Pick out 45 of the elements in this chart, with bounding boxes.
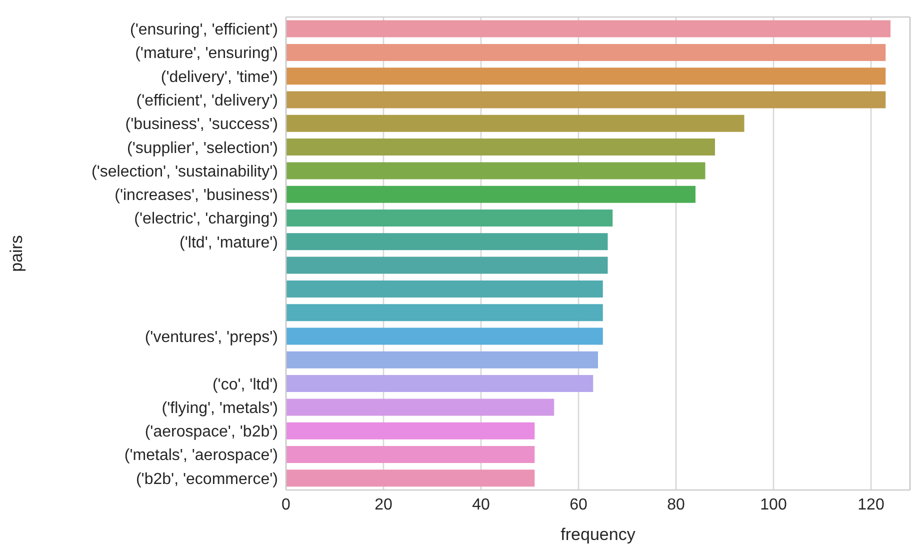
y-tick-label: ('metals', 'aerospace') (124, 447, 278, 464)
y-tick-label: ('ltd', 'mature') (180, 234, 278, 252)
y-tick-label: ('supplier', 'selection') (127, 140, 278, 157)
y-tick-label: ('aerospace', 'b2b') (144, 424, 278, 441)
y-tick-label: ('increases', 'business') (114, 187, 278, 204)
y-tick-label: ('ventures', 'preps') (144, 328, 278, 346)
bar (286, 210, 613, 227)
y-tick-label: ('co', 'ltd') (212, 376, 278, 394)
bar (286, 68, 886, 85)
x-tick-label: 100 (760, 496, 787, 514)
x-tick-label: 120 (858, 496, 884, 514)
bar (286, 20, 890, 38)
bar (286, 398, 554, 416)
y-tick-label: ('flying', 'metals') (162, 400, 278, 417)
x-tick-label: 40 (472, 496, 490, 514)
bar (286, 280, 603, 298)
bar (286, 422, 535, 440)
y-tick-label: ('electric', 'charging') (134, 210, 278, 228)
bar (286, 114, 744, 132)
x-tick-label: 20 (374, 496, 392, 514)
x-tick-label: 0 (282, 496, 291, 514)
y-tick-label: ('selection', 'sustainability') (91, 163, 278, 180)
bar (286, 186, 696, 203)
bar (286, 162, 706, 180)
bar (286, 470, 535, 487)
y-tick-label: ('delivery', 'time') (160, 68, 278, 86)
x-tick-label: 80 (667, 496, 685, 514)
bar (286, 351, 598, 368)
bar (286, 375, 594, 392)
x-axis-title: frequency (560, 525, 636, 544)
y-tick-label: ('b2b', 'ecommerce') (136, 470, 278, 488)
y-axis-title: pairs (7, 235, 26, 272)
y-tick-label: ('mature', 'ensuring') (135, 45, 278, 62)
bar (286, 91, 886, 108)
bar (286, 304, 603, 322)
bar (286, 233, 608, 250)
bar (286, 256, 608, 274)
bar (286, 328, 603, 345)
y-tick-label: ('efficient', 'delivery') (136, 92, 278, 110)
bar (286, 138, 715, 156)
y-tick-label: ('business', 'success') (125, 116, 278, 134)
x-tick-label: 60 (570, 496, 588, 514)
y-tick-label: ('ensuring', 'efficient') (130, 22, 278, 39)
bar (286, 44, 886, 61)
bar (286, 446, 535, 464)
